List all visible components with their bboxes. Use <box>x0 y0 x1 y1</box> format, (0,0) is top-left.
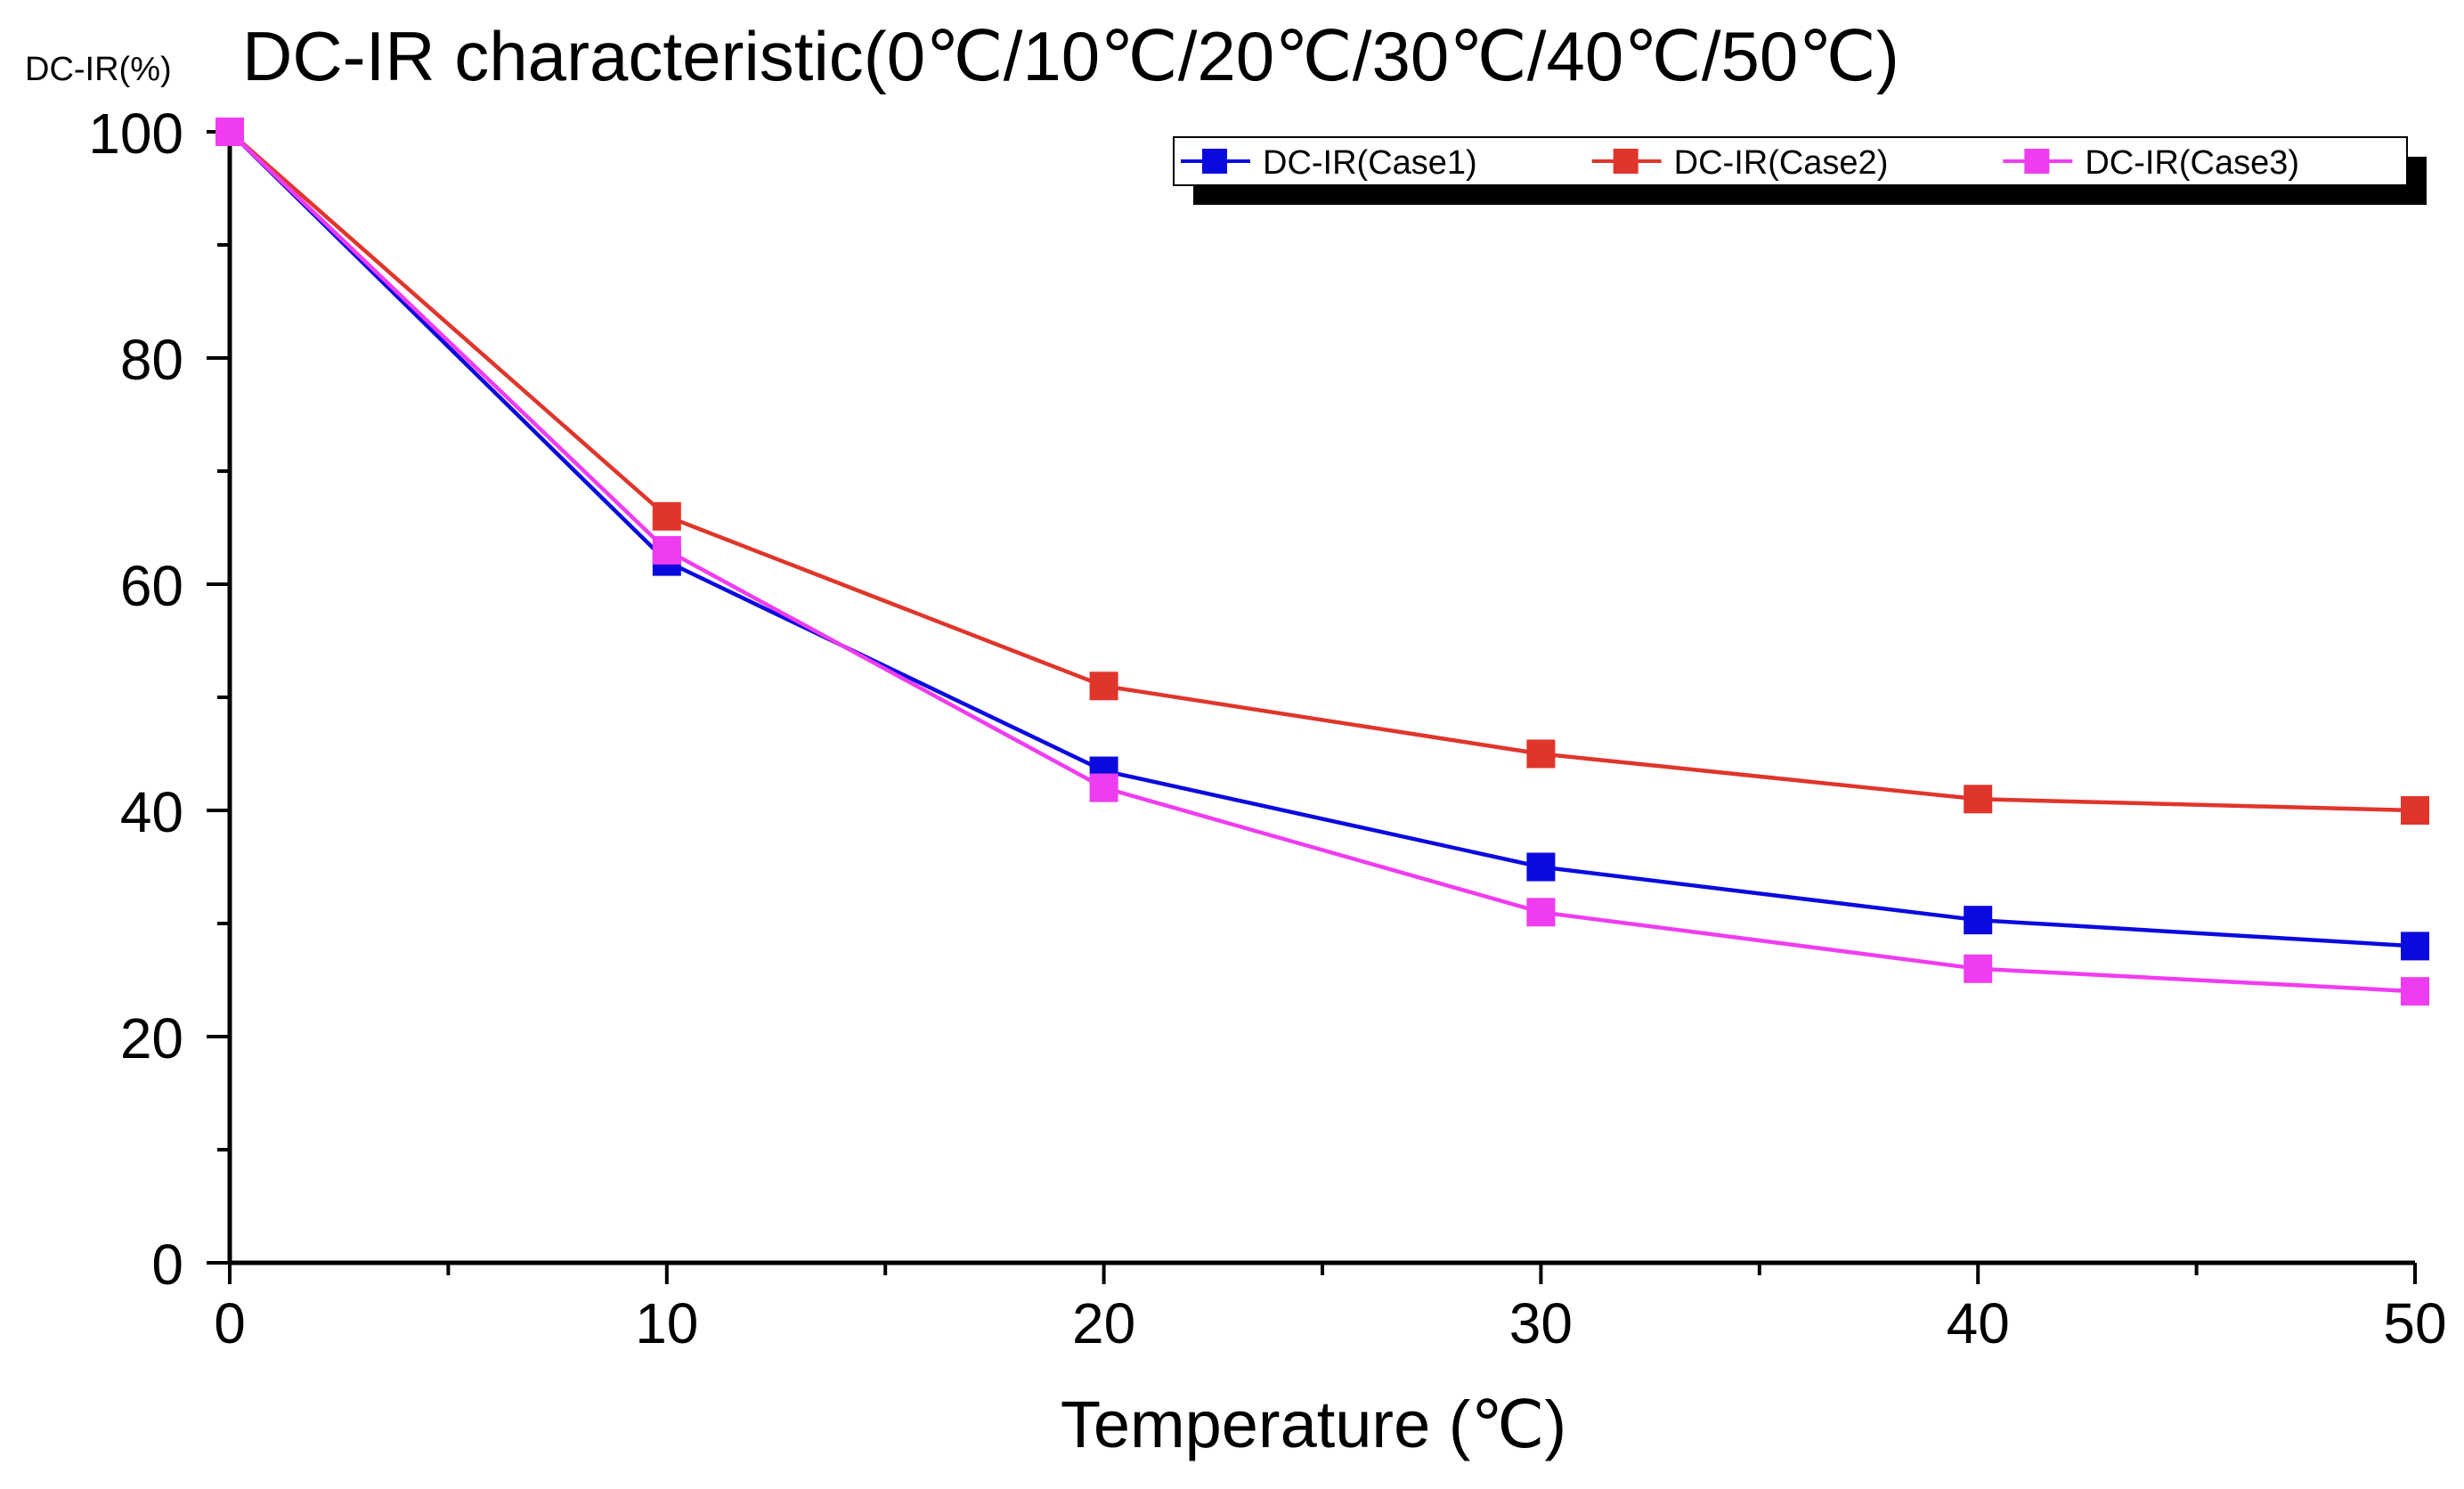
legend-label-case2: DC-IR(Case2) <box>1674 144 1889 182</box>
legend-box <box>1173 136 2408 186</box>
legend-label-case1: DC-IR(Case1) <box>1263 144 1477 182</box>
data-point-case3 <box>215 118 244 146</box>
series-line-case3 <box>228 130 2416 994</box>
data-point-case2 <box>1089 671 1118 701</box>
data-point-case2 <box>2401 796 2429 825</box>
legend-marker-case2 <box>1613 149 1639 174</box>
data-point-case2 <box>652 501 681 531</box>
y-tick-label: 60 <box>120 554 183 618</box>
x-tick-label: 50 <box>2383 1291 2446 1355</box>
axes <box>207 130 2417 1284</box>
x-tick-label: 20 <box>1072 1291 1135 1355</box>
legend: DC-IR(Case1) DC-IR(Case2) DC-IR(Case3) <box>1173 136 2427 205</box>
legend-label-case3: DC-IR(Case3) <box>2085 144 2299 182</box>
y-tick-label: 100 <box>88 102 183 166</box>
series-line-case1 <box>228 130 2416 948</box>
data-point-case3 <box>2401 977 2429 1006</box>
series-line-case2 <box>228 130 2416 813</box>
x-tick-label: 40 <box>1947 1291 2010 1355</box>
data-point-case2 <box>1526 739 1556 769</box>
y-tick-label: 20 <box>120 1006 183 1070</box>
x-tick-label: 10 <box>635 1291 698 1355</box>
legend-marker-case1 <box>1202 149 1227 174</box>
data-point-case3 <box>652 535 681 565</box>
data-point-case3 <box>1089 773 1118 802</box>
legend-marker-case3 <box>2024 149 2050 174</box>
chart-title: DC-IR characteristic(0℃/10℃/20℃/30℃/40℃/… <box>242 17 1899 95</box>
data-point-case1 <box>2401 932 2429 961</box>
data-point-case2 <box>1964 785 1993 814</box>
data-point-case3 <box>1964 954 1993 983</box>
tick-labels: 0 20 40 60 80 100 0 10 20 30 40 50 <box>88 102 2446 1355</box>
data-point-case1 <box>1964 906 1993 935</box>
data-point-case3 <box>1526 898 1556 927</box>
data-point-case1 <box>1526 852 1556 882</box>
y-tick-label: 80 <box>120 328 183 392</box>
y-tick-label: 0 <box>151 1233 183 1297</box>
x-axis-label: Temperature (℃) <box>1061 1387 1566 1461</box>
x-tick-label: 0 <box>214 1291 246 1355</box>
y-tick-label: 40 <box>120 780 183 844</box>
y-axis-label: DC-IR(%) <box>25 51 172 88</box>
series-layer <box>215 118 2429 1006</box>
x-tick-label: 30 <box>1509 1291 1573 1355</box>
